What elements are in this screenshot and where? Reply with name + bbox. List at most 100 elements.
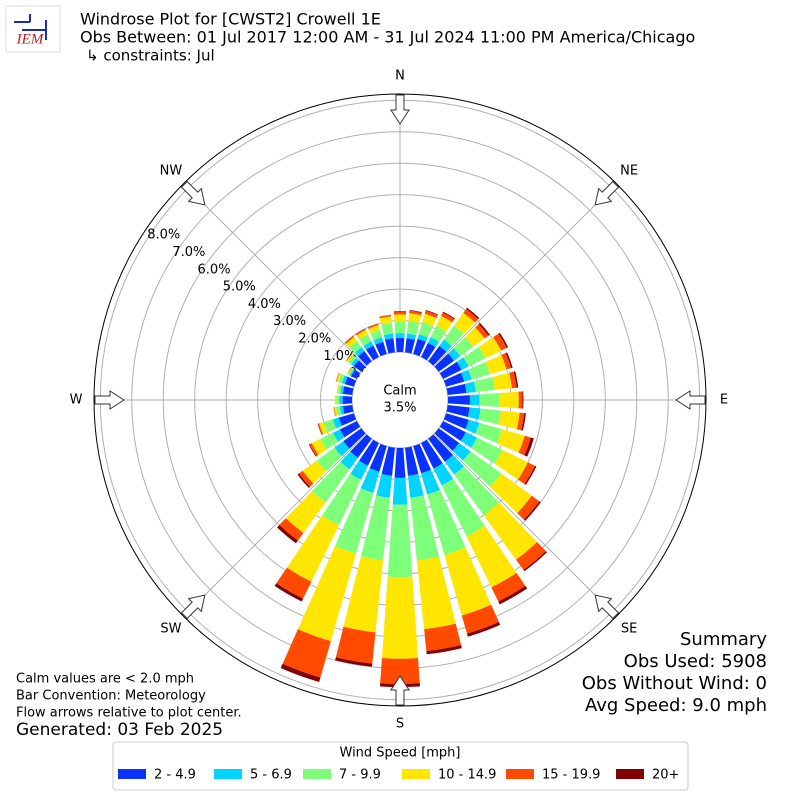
legend-label: 5 - 6.9	[250, 768, 292, 783]
wind-bar-segment	[517, 495, 540, 520]
wind-bar-segment	[379, 314, 392, 319]
wind-bar-segment	[410, 495, 440, 561]
wind-bar-segment	[344, 376, 357, 387]
r-tick-label: 7.0%	[172, 245, 205, 260]
wind-bar-segment	[335, 406, 342, 416]
wind-bar-segment	[340, 385, 345, 394]
flow-arrow	[390, 675, 410, 706]
wind-bar-segment	[370, 329, 382, 341]
wind-bar-segment	[345, 336, 357, 348]
wind-bar-segment	[422, 313, 437, 326]
wind-bar-segment	[350, 434, 372, 458]
r-tick-label: 6.0%	[198, 262, 231, 277]
wind-bar-segment	[478, 322, 490, 336]
direction-label: N	[395, 69, 405, 84]
wind-bar-segment	[337, 384, 342, 394]
wind-bar-segment	[353, 360, 366, 372]
wind-bar-segment	[375, 341, 387, 357]
wind-bar-segment	[367, 323, 379, 329]
flow-arrow	[675, 390, 706, 410]
summary-title: Summary	[680, 629, 767, 650]
wind-bar-segment	[434, 353, 455, 372]
wind-bar-segment	[523, 551, 547, 572]
wind-bar-segment	[494, 450, 528, 480]
wind-bar-segment	[465, 419, 480, 434]
wind-bar-segment	[395, 337, 405, 353]
legend-swatch	[118, 769, 146, 779]
wind-bar-segment	[421, 342, 436, 361]
wind-bar-segment	[334, 441, 350, 457]
wind-bar-segment	[413, 443, 432, 474]
wind-bar-segment	[339, 421, 361, 438]
wind-bar-segment	[518, 462, 536, 485]
wind-bar-segment	[349, 340, 362, 354]
wind-bar-segment	[434, 428, 460, 451]
wind-bar-segment	[387, 504, 413, 577]
direction-label: W	[70, 393, 83, 408]
calm-value: 3.5%	[383, 401, 416, 416]
wind-bar-segment	[394, 321, 406, 334]
legend-swatch	[506, 769, 534, 779]
frame	[93, 93, 707, 707]
wind-bar-segment	[340, 451, 358, 470]
wind-bar-segment	[335, 488, 374, 554]
wind-bar-segment	[433, 463, 454, 486]
wind-bar-segment	[421, 469, 440, 495]
wind-bar-segment	[499, 391, 519, 409]
note: Flow arrows relative to plot center.	[16, 706, 242, 721]
wind-bar-segment	[349, 368, 355, 377]
legend-frame	[112, 741, 689, 791]
wind-bar-segment	[342, 386, 354, 395]
wind-bar-segment	[350, 357, 359, 367]
wind-bar-segment	[335, 626, 376, 664]
wind-bar-segment	[443, 413, 469, 430]
wind-bar-segment	[338, 413, 357, 426]
wind-bar-segment	[424, 623, 462, 652]
wind-bar-segment	[369, 443, 387, 472]
wind-bar-segment	[373, 337, 384, 345]
legend-label: 15 - 19.9	[542, 768, 600, 783]
wind-bar-segment	[383, 333, 394, 340]
wind-bar-segment	[274, 583, 304, 602]
wind-bar-segment	[441, 312, 455, 323]
direction-label: SW	[160, 622, 181, 637]
wind-bar-segment	[464, 381, 476, 394]
wind-bar-segment	[461, 369, 472, 382]
wind-bar-segment	[465, 327, 485, 347]
spoke	[433, 183, 617, 367]
logo-lines	[14, 14, 47, 40]
wind-bar-segment	[521, 413, 526, 431]
calm-label: Calm	[383, 384, 416, 399]
wind-bar-segment	[418, 322, 433, 338]
wind-bar-segment	[524, 465, 537, 485]
wind-bar-segment	[468, 361, 490, 380]
wind-bar-segment	[524, 437, 534, 457]
wind-bar-segment	[518, 391, 523, 409]
wind-bar-segment	[334, 406, 338, 417]
wind-bar-segment	[394, 314, 406, 322]
wind-bar-segment	[405, 446, 419, 476]
wind-bar-segment	[489, 473, 532, 514]
wind-bar-segment	[347, 355, 357, 365]
wind-bar-segment	[297, 545, 356, 642]
direction-label: S	[396, 717, 404, 732]
wind-bar-segment	[461, 604, 499, 634]
wind-bar-segment	[286, 515, 339, 582]
wind-bar-segment	[322, 473, 362, 526]
direction-label: E	[720, 393, 728, 408]
flow-arrow	[594, 180, 620, 206]
wind-bar-segment	[498, 585, 528, 605]
wind-bar-segment	[381, 322, 394, 336]
wind-bar-segment	[409, 310, 422, 313]
r-tick-label: 4.0%	[248, 297, 281, 312]
legend-label: 2 - 4.9	[154, 768, 196, 783]
wind-bar-segment	[509, 371, 517, 389]
logo: IEM	[5, 5, 61, 53]
wind-bar-segment	[447, 395, 471, 405]
wind-bar-segment	[308, 444, 317, 457]
wind-bar-segment	[384, 338, 395, 354]
direction-label: NE	[620, 163, 638, 178]
wind-bar-segment	[393, 311, 407, 312]
title: Windrose Plot for [CWST2] Crowell 1E	[80, 10, 381, 29]
wind-bar-segment	[483, 502, 538, 560]
